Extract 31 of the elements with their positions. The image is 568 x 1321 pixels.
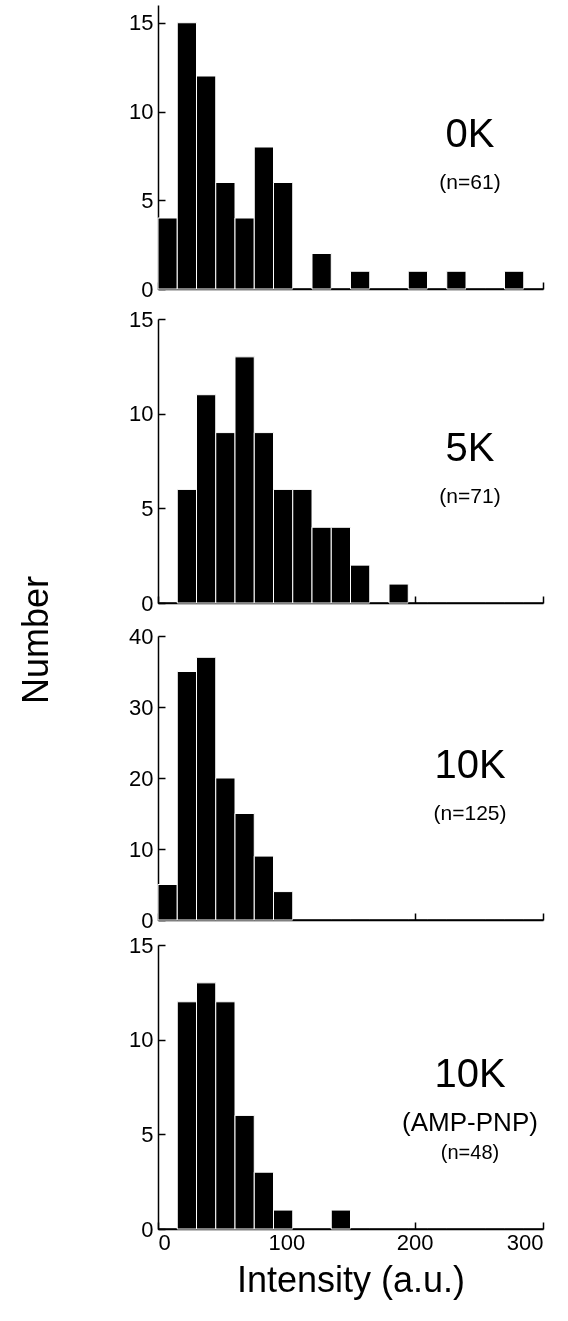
y-tick-label: 5 <box>141 1121 154 1147</box>
y-tick-label: 15 <box>129 306 154 332</box>
x-axis-title: Intensity (a.u.) <box>236 1258 466 1300</box>
x-tick-label: 0 <box>158 1229 171 1255</box>
y-tick-label: 40 <box>129 623 154 649</box>
y-tick-label: 30 <box>129 694 154 720</box>
y-tick-label: 10 <box>129 1027 154 1053</box>
y-tick-label: 0 <box>141 907 154 933</box>
y-tick-label: 0 <box>141 276 154 302</box>
annotation: (AMP-PNP) <box>402 1107 538 1137</box>
y-tick-label: 5 <box>141 187 154 213</box>
x-tick-label: 100 <box>268 1229 306 1255</box>
y-tick-label: 20 <box>129 765 154 791</box>
y-tick-label: 10 <box>129 99 154 124</box>
annotation: (n=125) <box>433 801 507 824</box>
y-tick-label: 0 <box>141 590 154 616</box>
y-tick-label: 10 <box>129 836 154 862</box>
annotation: 0K <box>445 111 495 155</box>
annotation: (n=71) <box>439 484 501 507</box>
x-tick-label: 300 <box>506 1229 544 1255</box>
annotation: (n=61) <box>439 170 501 193</box>
y-tick-label: 15 <box>129 932 154 958</box>
annotation: 10K <box>434 742 506 786</box>
y-tick-label: 10 <box>129 401 154 427</box>
y-tick-label: 5 <box>141 495 154 521</box>
y-tick-label: 15 <box>129 10 154 36</box>
x-tick-label: 200 <box>396 1229 434 1255</box>
annotation: 10K <box>434 1051 506 1095</box>
annotation: (n=48) <box>440 1141 500 1163</box>
y-axis-title: Number <box>15 575 57 705</box>
annotation: 5K <box>445 425 495 469</box>
